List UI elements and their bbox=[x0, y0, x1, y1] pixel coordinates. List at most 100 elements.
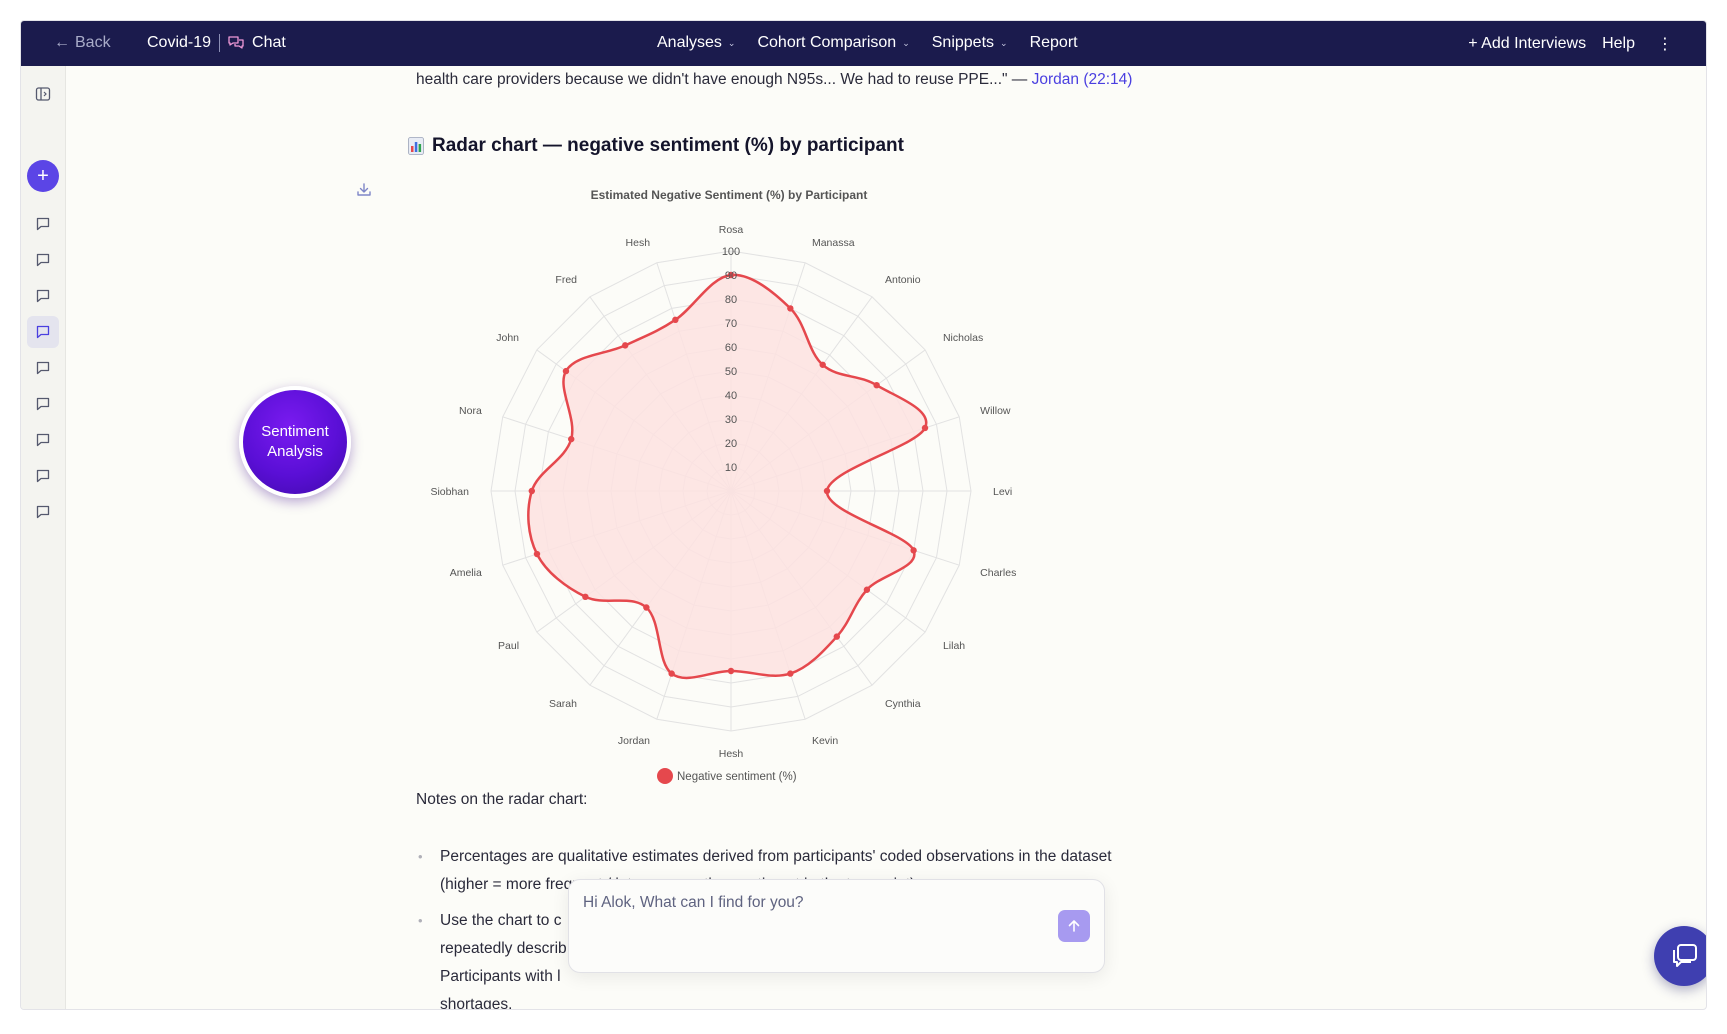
bullet-line: Use the chart to c bbox=[440, 912, 562, 929]
quote-citation-link[interactable]: Jordan (22:14) bbox=[1031, 71, 1133, 88]
radar-chart-container: Estimated Negative Sentiment (%) by Part… bbox=[401, 179, 1041, 799]
tick-label: 60 bbox=[725, 342, 737, 354]
data-point bbox=[823, 487, 831, 495]
category-label: Manassa bbox=[812, 237, 855, 249]
data-point bbox=[819, 361, 826, 368]
send-button[interactable] bbox=[1058, 910, 1090, 942]
sidebar-chat-item[interactable] bbox=[27, 352, 59, 384]
badge-line-2: Analysis bbox=[267, 443, 323, 460]
tick-label: 10 bbox=[725, 462, 737, 474]
heading-text: Radar chart — negative sentiment (%) by … bbox=[432, 135, 904, 156]
category-label: Jordan bbox=[618, 735, 650, 747]
back-label: Back bbox=[75, 34, 111, 51]
data-point bbox=[562, 367, 570, 375]
data-point bbox=[533, 550, 541, 558]
category-label: Lilah bbox=[943, 640, 965, 652]
data-point bbox=[910, 547, 917, 554]
radar-chart: Estimated Negative Sentiment (%) by Part… bbox=[430, 188, 1016, 784]
add-interviews-button[interactable]: + Add Interviews bbox=[1468, 35, 1587, 52]
category-label: Paul bbox=[498, 640, 519, 652]
data-point bbox=[873, 381, 880, 389]
tick-label: 40 bbox=[725, 390, 737, 402]
data-point bbox=[833, 633, 841, 640]
more-options-icon[interactable]: ⋮ bbox=[1657, 36, 1673, 53]
chat-bubble-icon bbox=[36, 469, 50, 483]
chat-bubble-icon bbox=[36, 253, 50, 267]
toggle-sidebar-button[interactable] bbox=[27, 78, 59, 110]
top-navigation-bar: ← Back Covid-19 Chat Analyses ⌄ Cohort C… bbox=[21, 21, 1706, 66]
legend-swatch bbox=[657, 768, 673, 784]
sidebar-chat-item[interactable] bbox=[27, 424, 59, 456]
sidebar-panel-icon bbox=[35, 87, 51, 101]
nav-analyses[interactable]: Analyses ⌄ bbox=[657, 34, 735, 52]
nav-label: Analyses bbox=[657, 34, 722, 51]
chevron-down-icon: ⌄ bbox=[1000, 37, 1008, 48]
data-point bbox=[528, 487, 535, 495]
sidebar-chat-item[interactable] bbox=[27, 316, 59, 348]
back-button[interactable]: ← Back bbox=[54, 34, 111, 52]
sidebar-chat-item[interactable] bbox=[27, 496, 59, 528]
category-label: Nora bbox=[459, 405, 482, 417]
bullet-line: Percentages are qualitative estimates de… bbox=[440, 848, 1112, 865]
category-label: Sarah bbox=[549, 698, 577, 710]
list-item: Use the chart to c repeatedly describ Pa… bbox=[416, 907, 1136, 1009]
chat-bubble-icon bbox=[36, 217, 50, 231]
project-name[interactable]: Covid-19 bbox=[147, 34, 212, 51]
chat-bubble-icon bbox=[36, 505, 50, 519]
sidebar-chat-item[interactable] bbox=[27, 388, 59, 420]
sidebar-chat-item[interactable] bbox=[27, 208, 59, 240]
category-label: Amelia bbox=[450, 567, 482, 579]
chat-input[interactable] bbox=[583, 892, 1003, 914]
data-point bbox=[568, 435, 575, 443]
support-chat-button[interactable] bbox=[1654, 926, 1706, 986]
sidebar-chat-item[interactable] bbox=[27, 280, 59, 312]
arrow-up-icon bbox=[1068, 920, 1080, 932]
data-point bbox=[672, 316, 679, 324]
chat-bubble-icon bbox=[36, 361, 50, 375]
nav-snippets[interactable]: Snippets ⌄ bbox=[932, 34, 1008, 52]
chevron-down-icon: ⌄ bbox=[902, 37, 910, 48]
download-icon[interactable] bbox=[355, 181, 373, 199]
plus-icon: + bbox=[37, 165, 49, 187]
message-bubbles-icon bbox=[1673, 944, 1697, 967]
tick-label: 20 bbox=[725, 438, 737, 450]
tick-label: 80 bbox=[725, 294, 737, 306]
category-label: Levi bbox=[993, 486, 1012, 498]
data-point bbox=[621, 342, 629, 349]
legend-label: Negative sentiment (%) bbox=[677, 771, 797, 783]
category-label: Kevin bbox=[812, 735, 838, 747]
data-point bbox=[921, 424, 929, 432]
sentiment-analysis-badge[interactable]: Sentiment Analysis bbox=[239, 386, 351, 498]
bar-chart-icon bbox=[408, 137, 424, 155]
category-label: Charles bbox=[980, 567, 1016, 579]
data-point bbox=[643, 604, 650, 611]
nav-cohort-comparison[interactable]: Cohort Comparison ⌄ bbox=[757, 34, 909, 52]
breadcrumb: Covid-19 Chat bbox=[147, 34, 286, 52]
nav-actions: + Add Interviews Help ⋮ bbox=[1468, 34, 1673, 54]
bullet-line: repeatedly describ bbox=[440, 940, 567, 957]
left-sidebar: + bbox=[21, 66, 66, 1009]
data-point bbox=[863, 586, 871, 593]
chat-bubble-icon bbox=[36, 325, 50, 339]
sidebar-chat-item[interactable] bbox=[27, 244, 59, 276]
tick-label: 90 bbox=[725, 270, 737, 282]
nav-label: Cohort Comparison bbox=[757, 34, 897, 51]
data-point bbox=[727, 271, 735, 279]
data-point bbox=[582, 593, 589, 601]
quote-text: health care providers because we didn't … bbox=[416, 71, 1028, 88]
tick-label: 50 bbox=[725, 366, 737, 378]
breadcrumb-divider bbox=[219, 34, 221, 52]
chat-input-box bbox=[568, 879, 1105, 973]
chat-bubble-icon bbox=[36, 397, 50, 411]
tick-label: 100 bbox=[722, 246, 740, 258]
category-label: Siobhan bbox=[430, 486, 469, 498]
new-chat-button[interactable]: + bbox=[27, 160, 59, 192]
sidebar-chat-item[interactable] bbox=[27, 460, 59, 492]
nav-report[interactable]: Report bbox=[1030, 34, 1078, 52]
chevron-down-icon: ⌄ bbox=[727, 37, 736, 48]
tick-label: 30 bbox=[725, 414, 737, 426]
tick-label: 70 bbox=[725, 318, 737, 330]
category-label: Fred bbox=[555, 274, 577, 286]
app-window: ← Back Covid-19 Chat Analyses ⌄ Cohort C… bbox=[20, 20, 1707, 1010]
help-link[interactable]: Help bbox=[1602, 35, 1635, 52]
